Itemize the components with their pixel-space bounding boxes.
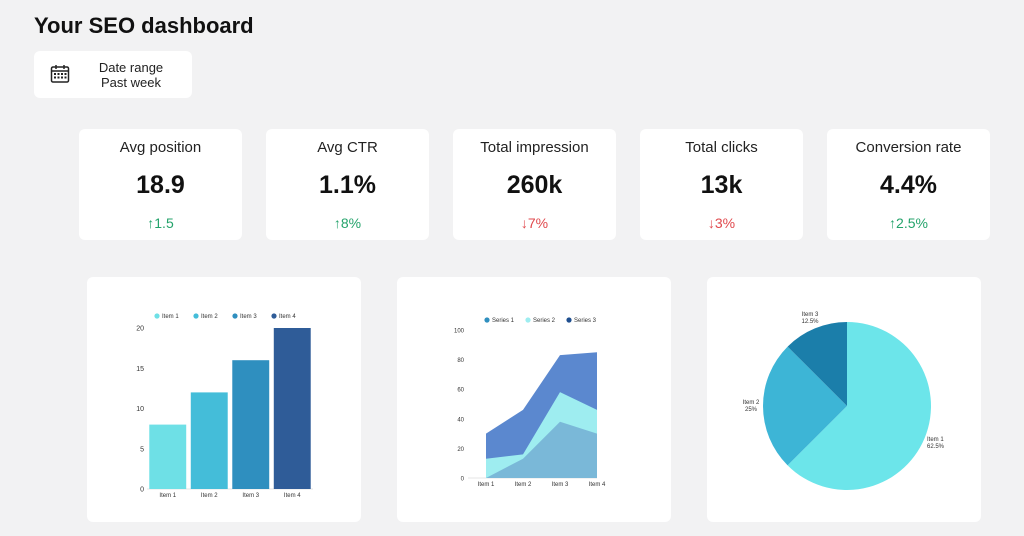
legend-marker [193,313,199,319]
y-tick-label: 100 [454,329,465,335]
slice-percent: 25% [745,407,758,413]
bar [273,328,311,489]
legend-label: Item 2 [201,314,218,320]
x-tick-label: Item 1 [159,493,176,499]
legend-marker [271,313,277,319]
pie-chart: Item 162.5% Item 225% Item 312.5% [743,312,945,490]
slice-label: Item 2 [743,400,760,406]
kpi-label: Total clicks [685,139,758,156]
y-tick-label: 0 [461,477,465,483]
y-tick-label: 20 [457,447,464,453]
x-tick-label: Item 3 [242,493,259,499]
area-series [486,421,597,478]
x-tick-label: Item 3 [552,482,569,488]
kpi-label: Avg position [119,139,202,156]
kpi-delta: ↓7% [520,215,549,231]
legend-label: Item 4 [279,314,296,320]
y-tick-label: 40 [457,417,464,423]
slice-percent: 12.5% [801,319,819,325]
legend-label: Series 1 [492,318,515,324]
y-tick-label: 60 [457,388,464,394]
kpi-delta: ↓3% [707,215,736,231]
slice-label: Item 1 [927,437,944,443]
calendar-icon [50,65,70,83]
legend-marker [566,317,572,323]
pie-slice [787,322,847,406]
area-chart: 0 20 40 60 80 100 Item 1 Item 2 Item 3 Item 4 Seri… [454,317,606,488]
y-tick-label: 80 [457,358,464,364]
kpi-label: Avg CTR [317,139,378,156]
legend-label: Item 1 [162,314,179,320]
date-range-button[interactable]: Date range Past week [34,51,192,98]
pie-slice [787,322,931,490]
kpi-card-avg-position: Avg position 18.9 ↑1.5 [79,129,242,240]
page-title: Your SEO dashboard [34,13,254,38]
kpi-value: 4.4% [880,171,937,199]
x-tick-label: Item 4 [284,493,301,499]
kpi-label: Total impression [480,139,589,156]
legend-marker [525,317,531,323]
legend-label: Series 3 [574,318,597,324]
x-tick-label: Item 4 [589,482,606,488]
kpi-value: 1.1% [319,171,376,199]
legend-label: Item 3 [240,314,257,320]
pie-chart-panel: Item 1 62.5% Item 2 25% Item 3 12.5% [707,277,981,522]
kpi-card-total-impression: Total impression 260k ↓7% [453,129,616,240]
area-chart-panel: 0 20 40 60 80 100 Item 1 Item 2 Item 3 Item 4 Seri… [397,277,671,522]
kpi-delta: ↑8% [333,215,362,231]
legend-marker [232,313,238,319]
kpi-delta: ↑1.5 [147,215,174,231]
legend-label: Series 2 [533,318,556,324]
bar-chart: 0 5 10 15 20 Item 1 Item 2 Item 3 Item 4 Item 1 It… [136,313,313,499]
slice-label: Item 3 [802,312,819,318]
bar [190,392,228,489]
legend-marker [154,313,160,319]
slice-percent: 62.5% [927,444,945,450]
y-tick-label: 10 [136,406,144,413]
y-tick-label: 5 [140,446,144,453]
kpi-value: 13k [700,171,743,199]
kpi-card-conversion-rate: Conversion rate 4.4% ↑2.5% [827,129,990,240]
kpi-label: Conversion rate [855,139,962,156]
x-tick-label: Item 1 [478,482,495,488]
pie-slice [763,346,847,466]
bar-chart-panel: 0 5 10 15 20 Item 1 Item 2 Item 3 Item 4 Item 1 It… [87,277,361,522]
kpi-value: 260k [506,171,563,199]
x-tick-label: Item 2 [201,493,218,499]
kpi-delta: ↑2.5% [889,215,928,231]
kpi-value: 18.9 [136,171,185,199]
y-tick-label: 0 [140,487,144,494]
bar [232,360,270,489]
kpi-card-avg-ctr: Avg CTR 1.1% ↑8% [266,129,429,240]
legend-marker [484,317,490,323]
y-tick-label: 20 [136,326,144,333]
bar [149,424,187,489]
y-tick-label: 15 [136,366,144,373]
date-range-value: Past week [101,75,161,90]
kpi-card-total-clicks: Total clicks 13k ↓3% [640,129,803,240]
date-range-label: Date range [98,60,164,75]
x-tick-label: Item 2 [515,482,532,488]
